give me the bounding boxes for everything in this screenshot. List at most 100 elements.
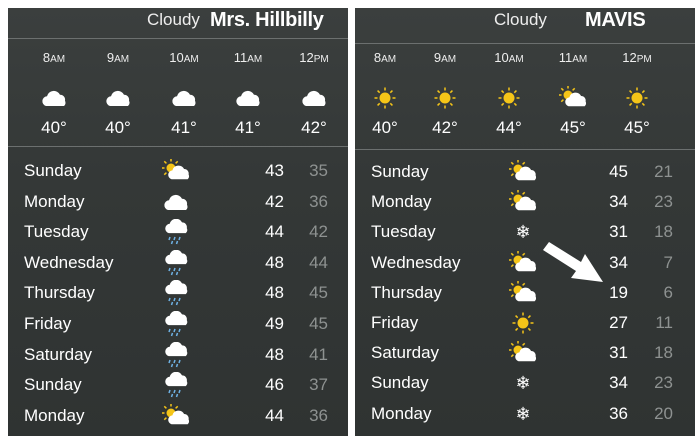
day-name: Monday bbox=[371, 192, 432, 212]
cloud-icon bbox=[154, 80, 214, 116]
hour-label: 8AM bbox=[42, 50, 66, 65]
day-name: Sunday bbox=[24, 375, 82, 395]
sun-icon bbox=[355, 80, 415, 116]
hour-label: 11AM bbox=[233, 50, 263, 65]
partly-sunny-icon bbox=[508, 338, 538, 368]
hour-temp: 45° bbox=[624, 118, 650, 137]
cloud-icon bbox=[218, 80, 278, 116]
day-name: Thursday bbox=[24, 283, 95, 303]
low-temp: 20 bbox=[654, 403, 673, 423]
cloud-icon bbox=[88, 80, 148, 116]
high-temp: 34 bbox=[609, 192, 628, 212]
partly-sunny-icon bbox=[508, 248, 538, 278]
hourly-forecast-item: 9AM 40° bbox=[88, 48, 148, 138]
high-temp: 31 bbox=[609, 343, 628, 363]
daily-forecast-row: Thursday 48 45 bbox=[8, 278, 348, 308]
hourly-forecast-item: 11AM 41° bbox=[218, 48, 278, 138]
day-name: Wednesday bbox=[24, 252, 114, 272]
high-temp: 48 bbox=[265, 252, 284, 272]
rain-icon bbox=[161, 370, 191, 400]
low-temp: 45 bbox=[309, 314, 328, 333]
cloud-icon bbox=[284, 80, 344, 116]
day-name: Monday bbox=[24, 405, 85, 425]
low-temp: 44 bbox=[309, 252, 328, 272]
hour-temp: 40° bbox=[105, 118, 131, 137]
day-name: Friday bbox=[371, 313, 419, 332]
rain-icon bbox=[161, 217, 191, 247]
high-temp: 43 bbox=[265, 161, 284, 180]
hourly-forecast-item: 11AM 45° bbox=[543, 48, 603, 138]
rain-icon bbox=[161, 309, 191, 339]
daily-forecast-row: Wednesday 48 44 bbox=[8, 248, 348, 278]
daily-forecast-row: Monday ❄ 36 20 bbox=[355, 399, 695, 429]
day-name: Tuesday bbox=[24, 222, 89, 242]
sun-icon bbox=[415, 80, 475, 116]
divider bbox=[355, 43, 695, 44]
hour-label: 11AM bbox=[558, 50, 588, 65]
daily-forecast-row: Friday 27 11 bbox=[355, 308, 695, 338]
hourly-forecast-item: 10AM 41° bbox=[154, 48, 214, 138]
hour-temp: 42° bbox=[432, 118, 458, 137]
hourly-forecast-item: 8AM 40° bbox=[24, 48, 84, 138]
day-name: Thursday bbox=[371, 282, 442, 302]
rain-icon bbox=[161, 340, 191, 370]
hour-label: 10AM bbox=[494, 50, 524, 65]
low-temp: 21 bbox=[654, 162, 673, 181]
hour-label: 12PM bbox=[622, 50, 652, 65]
high-temp: 49 bbox=[265, 314, 284, 333]
day-name: Sunday bbox=[371, 373, 429, 393]
rain-icon bbox=[161, 278, 191, 308]
day-name: Monday bbox=[24, 191, 85, 211]
low-temp: 7 bbox=[663, 252, 673, 272]
high-temp: 45 bbox=[609, 162, 628, 181]
weather-panel-left: Cloudy Mrs. Hillbilly 8AM 40° 9AM 40° 10AM… bbox=[8, 8, 348, 436]
hour-temp: 45° bbox=[560, 118, 586, 137]
partly-sunny-icon bbox=[161, 156, 191, 186]
partly-sunny-icon bbox=[508, 278, 538, 308]
current-condition: Cloudy bbox=[494, 10, 547, 29]
high-temp: 27 bbox=[609, 313, 628, 332]
low-temp: 18 bbox=[654, 343, 673, 363]
partly-sunny-icon bbox=[161, 401, 191, 431]
daily-forecast-row: Friday 49 45 bbox=[8, 309, 348, 339]
snow-icon: ❄ bbox=[515, 373, 531, 394]
low-temp: 41 bbox=[309, 344, 328, 364]
partly-sunny-icon bbox=[543, 80, 603, 116]
divider bbox=[355, 149, 695, 150]
daily-forecast-row: Saturday 48 41 bbox=[8, 340, 348, 370]
hour-label: 10AM bbox=[169, 50, 199, 65]
low-temp: 37 bbox=[309, 375, 328, 395]
daily-forecast-row: Sunday 45 21 bbox=[355, 157, 695, 187]
high-temp: 44 bbox=[265, 222, 284, 242]
high-temp: 31 bbox=[609, 222, 628, 242]
high-temp: 34 bbox=[609, 373, 628, 393]
low-temp: 35 bbox=[309, 161, 328, 180]
hour-temp: 41° bbox=[235, 118, 261, 137]
hour-temp: 42° bbox=[301, 118, 327, 137]
day-name: Saturday bbox=[371, 343, 440, 363]
daily-forecast-row: Monday 34 23 bbox=[355, 187, 695, 217]
low-temp: 11 bbox=[655, 313, 673, 332]
sun-icon bbox=[479, 80, 539, 116]
cloud-icon bbox=[24, 80, 84, 116]
low-temp: 18 bbox=[654, 222, 673, 242]
low-temp: 36 bbox=[309, 191, 328, 211]
daily-forecast-row: Monday 42 36 bbox=[8, 187, 348, 217]
daily-forecast-row: Saturday 31 18 bbox=[355, 338, 695, 368]
low-temp: 23 bbox=[654, 373, 673, 393]
daily-forecast-row: Sunday 46 37 bbox=[8, 370, 348, 400]
sun-icon bbox=[508, 308, 538, 338]
high-temp: 48 bbox=[265, 344, 284, 364]
snow-icon: ❄ bbox=[515, 222, 531, 243]
day-name: Tuesday bbox=[371, 222, 436, 242]
weather-panel-right: Cloudy MAVIS 8AM 40° 9AM 42° 10AM 44° 11AM … bbox=[355, 8, 695, 436]
current-condition: Cloudy bbox=[147, 10, 200, 29]
panel-label: Mrs. Hillbilly bbox=[210, 9, 324, 31]
low-temp: 6 bbox=[663, 282, 673, 302]
partly-sunny-icon bbox=[508, 157, 538, 187]
daily-forecast-row: Thursday 19 6 bbox=[355, 278, 695, 308]
high-temp: 46 bbox=[265, 375, 284, 395]
low-temp: 45 bbox=[309, 283, 328, 303]
rain-icon bbox=[161, 248, 191, 278]
panel-label: MAVIS bbox=[585, 9, 646, 31]
